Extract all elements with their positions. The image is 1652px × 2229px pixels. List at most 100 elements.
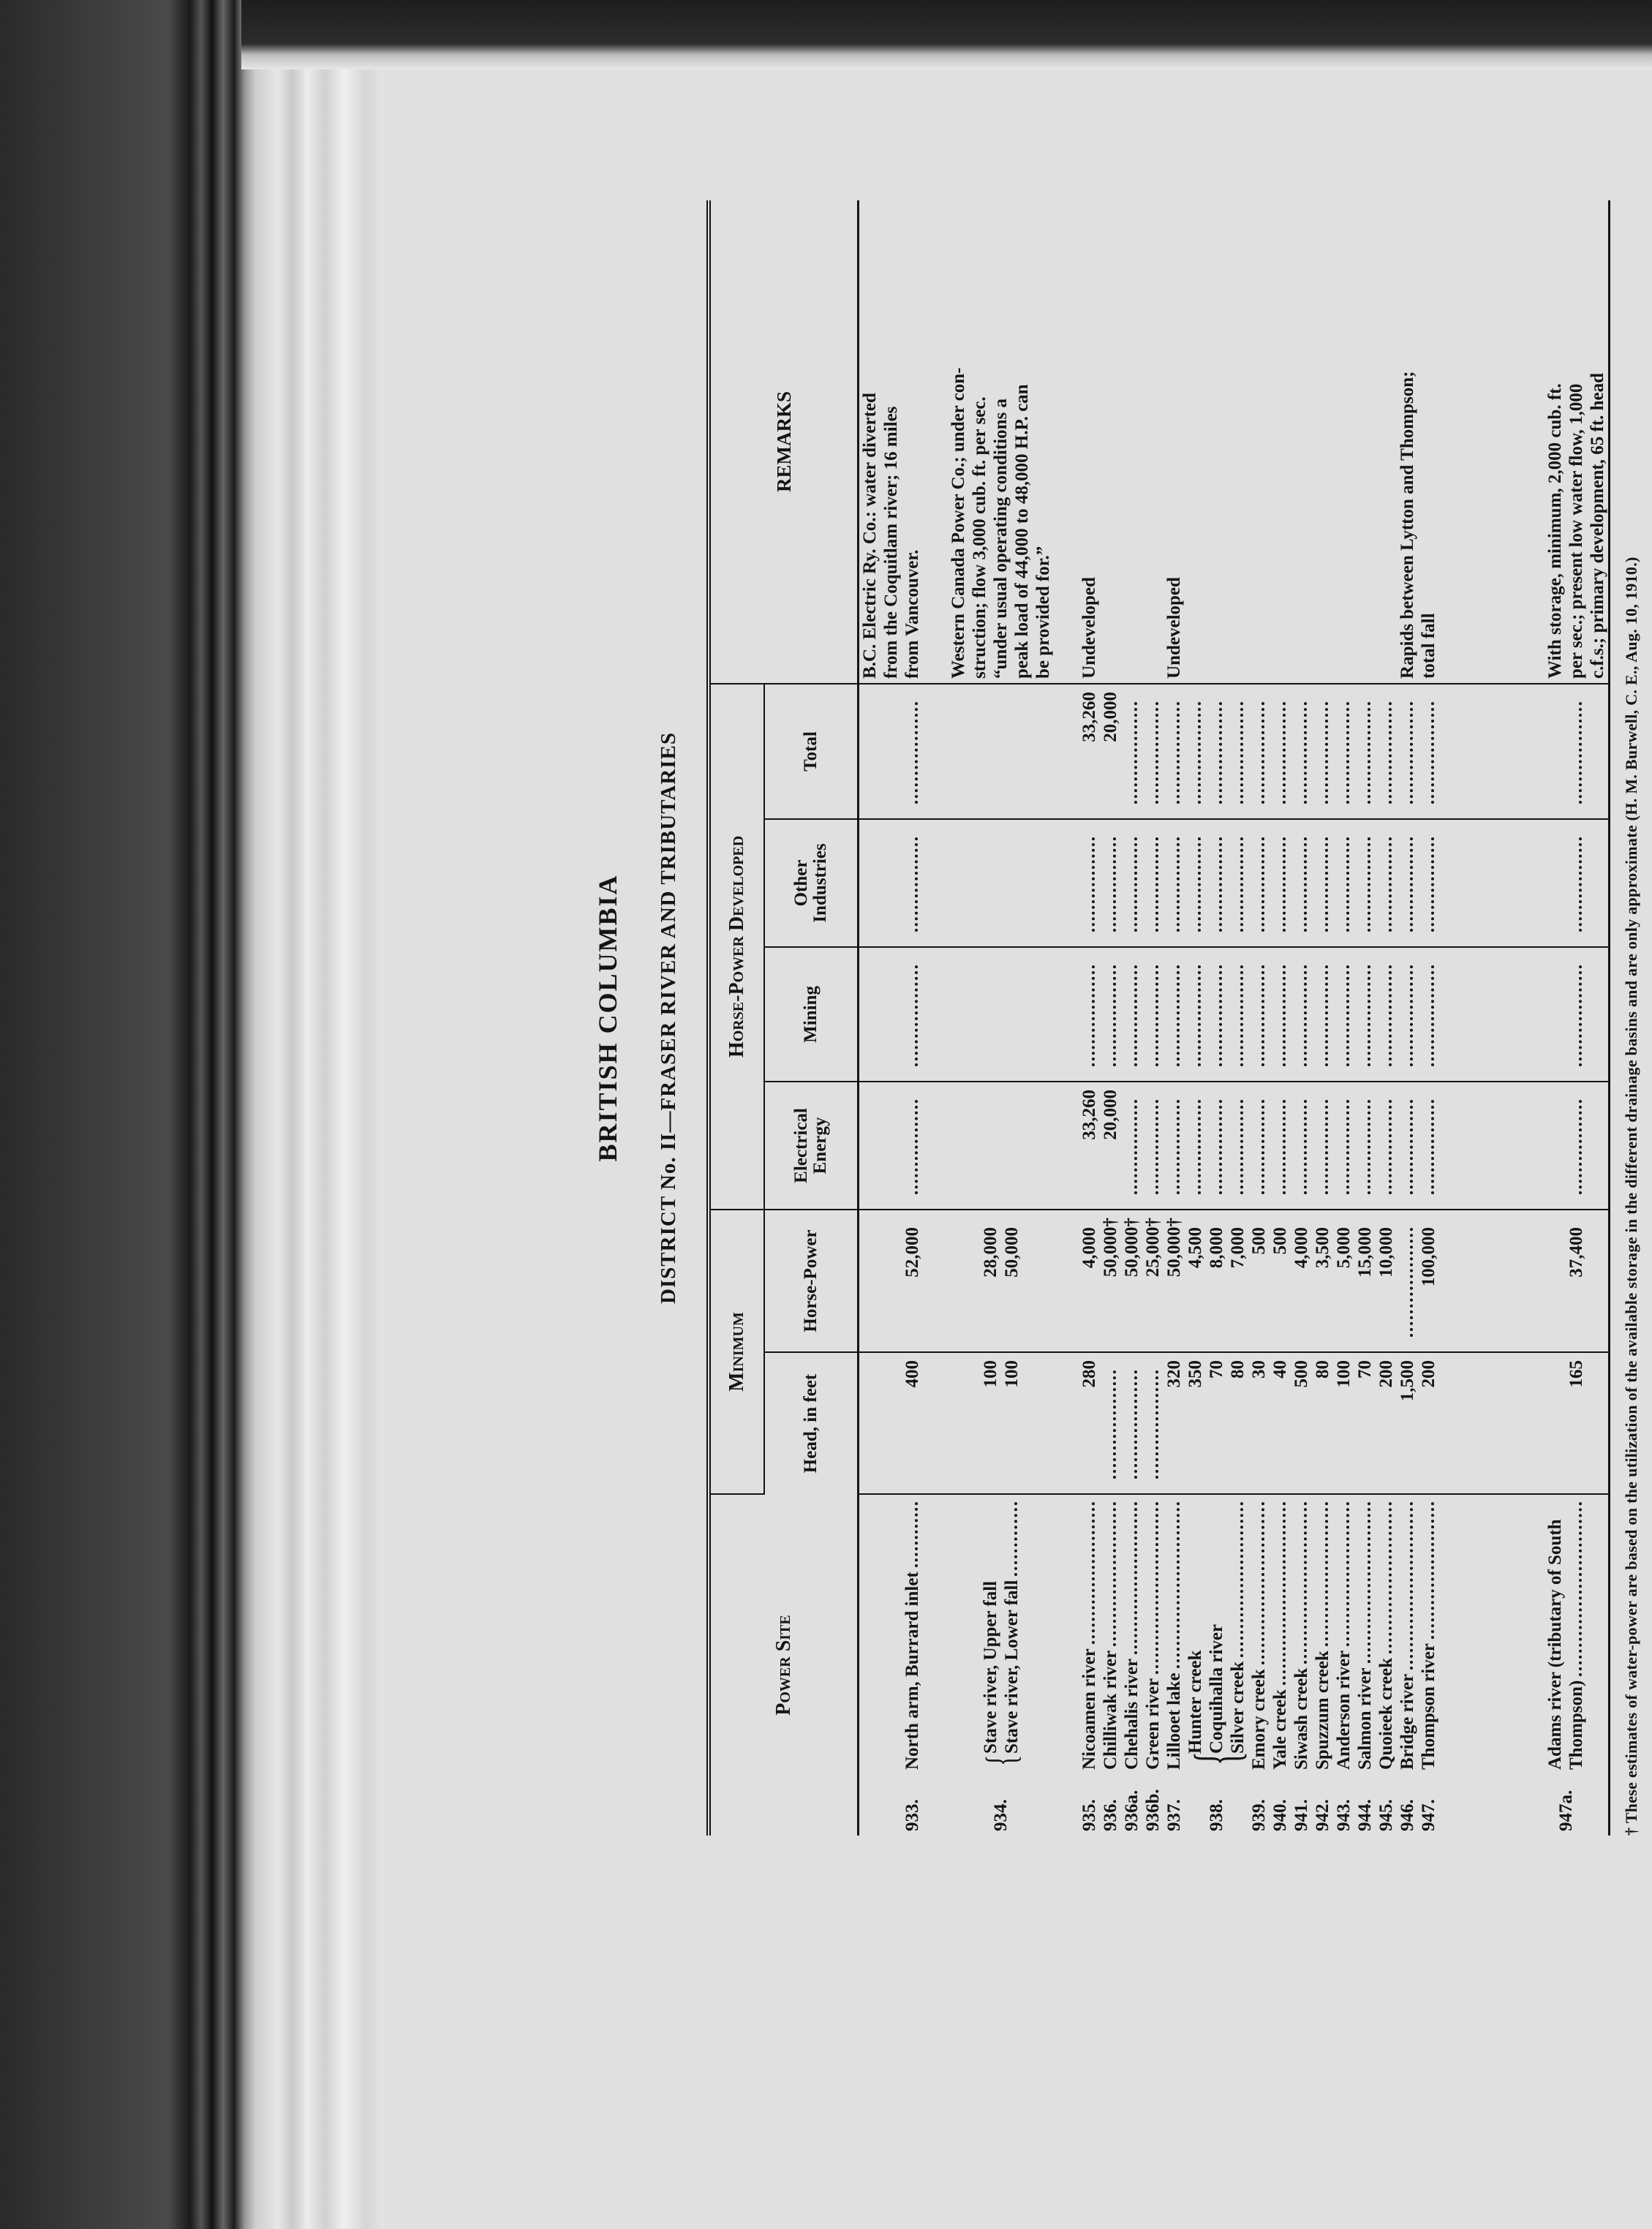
value-text: 30 <box>1249 1360 1269 1378</box>
value-text: 4,000 <box>1079 1226 1099 1269</box>
value: 4,500 <box>1185 1218 1206 1347</box>
dot-leader <box>1376 692 1397 814</box>
power-site: 947. Thompson river <box>1418 1499 1439 1831</box>
site-name-line: Quoieek creek <box>1376 1499 1397 1770</box>
value: 320 <box>1163 1360 1185 1489</box>
value: 100 <box>1333 1360 1354 1489</box>
dot-leader <box>1376 955 1397 1076</box>
dot-leader <box>1333 827 1354 942</box>
dot-leader <box>1206 955 1227 1076</box>
dot-leader <box>1240 1502 1243 1657</box>
value: 50,000† <box>1163 1218 1185 1347</box>
table-row: 938. {Hunter creek Coquihalla river Silver … <box>1181 200 1252 1836</box>
dot-leader <box>1185 955 1206 1076</box>
electrical-energy-cell <box>858 1081 923 1210</box>
dot-leader <box>1566 955 1587 1076</box>
dot-leader <box>1291 955 1312 1076</box>
horse-power-cell: 25,000† <box>1142 1209 1163 1352</box>
site-number: 936a. <box>1122 1789 1142 1831</box>
electrical-energy-cell <box>1185 1081 1248 1210</box>
remarks-line: “under usual operating conditions a <box>991 399 1011 679</box>
other-industries-cell <box>1248 818 1270 947</box>
site-number: 947. <box>1419 1799 1438 1831</box>
site-name-line: Salmon river <box>1354 1499 1376 1770</box>
site-name: Salmon river <box>1355 1667 1375 1770</box>
spacer-cell <box>1439 1494 1544 1836</box>
dot-leader <box>1410 1502 1413 1670</box>
spacer-cell <box>1054 1494 1079 1836</box>
value: 200 <box>1376 1360 1397 1489</box>
head-cell: 30 <box>1248 1352 1270 1494</box>
dot-leader <box>1142 1090 1163 1204</box>
site-number: 937. <box>1164 1799 1184 1831</box>
dot-leader <box>902 827 923 942</box>
electrical-energy-cell <box>1248 1081 1270 1210</box>
electrical-energy-cell <box>1397 1081 1418 1210</box>
spacer-cell <box>923 1494 948 1836</box>
dot-leader <box>1248 1090 1270 1204</box>
remarks-cell <box>1270 200 1291 684</box>
site-name: Anderson river <box>1334 1650 1354 1770</box>
power-site: 936. Chilliwak river <box>1100 1499 1121 1831</box>
power-site-cell: 936a. Chehalis river <box>1121 1494 1142 1836</box>
remarks-cell: Western Canada Power Co.; under con-stru… <box>948 200 1054 684</box>
electrical-energy-cell <box>1544 1081 1610 1210</box>
table-row: 942. Spuzzum creek 80 3,500 <box>1312 200 1333 1836</box>
value: 28,000 <box>980 1218 1001 1347</box>
value-text: 400 <box>902 1360 922 1388</box>
dot-leader <box>1354 692 1376 814</box>
page-top-edge <box>241 0 1652 69</box>
electrical-energy-cell <box>1418 1081 1439 1210</box>
mining-cell <box>948 946 1054 1082</box>
value: 30 <box>1248 1360 1270 1489</box>
other-industries-cell <box>1397 818 1418 947</box>
remarks-line: per sec.; present low water flow, 1,000 <box>1566 383 1586 679</box>
power-site-cell: 937. Lillooet lake <box>1163 1494 1185 1836</box>
power-site: 942. Spuzzum creek <box>1312 1499 1333 1831</box>
dot-leader <box>1354 827 1376 942</box>
dot-leader <box>1079 827 1100 942</box>
site-name-line: Yale creek <box>1270 1499 1291 1770</box>
power-site-cell: 939. Emory creek <box>1248 1494 1270 1836</box>
remarks-cell: Undeveloped <box>1079 200 1100 684</box>
total-cell <box>1354 683 1376 819</box>
total-cell <box>858 683 923 819</box>
site-number: 933. <box>902 1799 922 1831</box>
power-site: 936a. Chehalis river <box>1121 1499 1142 1831</box>
total-cell: 33,260 <box>1079 683 1100 819</box>
remarks-line: With storage, minimum, 2,000 cub. ft. <box>1545 383 1565 679</box>
site-name: Spuzzum creek <box>1313 1651 1332 1770</box>
power-site: 935. Nicoamen river <box>1079 1499 1100 1831</box>
dot-leader <box>902 692 923 814</box>
dot-leader <box>1270 827 1291 942</box>
page-subtitle: DISTRICT No. II—FRASER RIVER AND TRIBUTA… <box>657 731 680 1305</box>
dot-leader <box>1185 1090 1206 1204</box>
power-site: 943. Anderson river <box>1333 1499 1354 1831</box>
horse-power-cell: 15,000 <box>1354 1209 1376 1352</box>
remarks-cell: Undeveloped <box>1163 200 1185 684</box>
value: 20,000 <box>1100 692 1121 814</box>
power-site-cell: 943. Anderson river <box>1333 1494 1354 1836</box>
electrical-energy-cell: 20,000 <box>1100 1081 1121 1210</box>
head-cell: 1,500 <box>1397 1352 1418 1494</box>
dot-leader <box>1566 1090 1587 1204</box>
dot-leader <box>1333 1090 1354 1204</box>
dot-leader <box>1163 827 1185 942</box>
value-text: 500 <box>1270 1226 1290 1255</box>
row-spacer <box>1439 200 1544 1836</box>
site-name: Nicoamen river <box>1079 1648 1099 1770</box>
dot-leader <box>1346 1502 1349 1646</box>
other-industries-cell <box>1142 818 1163 947</box>
value: 100 <box>980 1360 1001 1489</box>
site-name: Hunter creek <box>1185 1650 1205 1754</box>
dot-leader <box>1100 955 1121 1076</box>
total-cell <box>1333 683 1354 819</box>
value: 400 <box>902 1360 923 1489</box>
total-cell <box>1418 683 1439 819</box>
value-text: 33,260 <box>1079 691 1099 742</box>
power-site-cell: 940. Yale creek <box>1270 1494 1291 1836</box>
power-site: 933. North arm, Burrard inlet <box>902 1499 923 1831</box>
table-row: 947a. Adams river (tributary of South Thom… <box>1544 200 1610 1836</box>
head-cell: 80 <box>1312 1352 1333 1494</box>
horse-power-cell: 10,000 <box>1376 1209 1397 1352</box>
